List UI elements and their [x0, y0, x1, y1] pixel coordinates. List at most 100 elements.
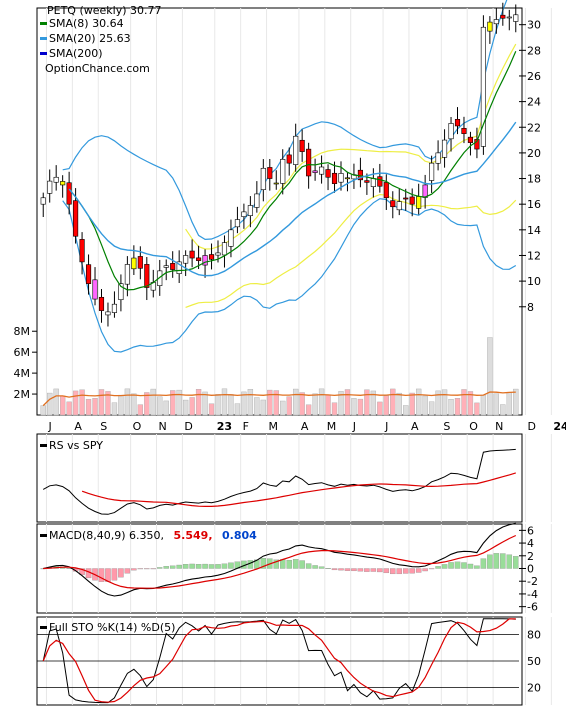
macd-histogram-bar [163, 566, 169, 569]
price-tick-label: 24 [527, 96, 541, 109]
candle-body [319, 166, 325, 175]
volume-bar [344, 389, 351, 416]
macd-histogram-bar [344, 568, 351, 571]
volume-bar [215, 394, 221, 416]
volume-bar [72, 390, 79, 416]
volume-bar [241, 391, 247, 416]
macd-histogram-bar [221, 563, 228, 569]
rs-lines [42, 448, 516, 515]
macd-histogram-bar [98, 568, 105, 582]
candle-body [506, 16, 512, 19]
volume-bar [202, 391, 208, 416]
volume-bar [111, 402, 118, 416]
volume-bar [182, 399, 189, 416]
volume-bar [428, 401, 435, 416]
candle-body [416, 196, 422, 209]
macd-histogram-bar [144, 568, 150, 570]
macd-legend-text: MACD(8,40,9) 6.350, 5.549, 0.804 [49, 529, 257, 542]
volume-bar [461, 389, 467, 416]
macd-histogram-bar [441, 564, 448, 569]
y-tick-labels: 810121416182022242628302M4M6M8M-6-4-2024… [14, 19, 542, 695]
macd-histogram-bar [279, 559, 286, 569]
volume-bar [370, 390, 377, 416]
candle-body [467, 136, 474, 143]
macd-tick-label: 0 [527, 563, 534, 576]
volume-bar [98, 389, 105, 416]
macd-histogram-bar [377, 568, 383, 573]
candle-body [196, 257, 202, 261]
macd-histogram-bar [422, 568, 428, 572]
macd-histogram-bar [480, 558, 487, 569]
macd-tick-label: 4 [527, 537, 534, 550]
volume-bar [85, 398, 92, 416]
volume-bar [170, 390, 176, 416]
macd-histogram-bar [111, 568, 118, 581]
macd-histogram-bar [202, 563, 208, 569]
macd-histogram-bar [273, 559, 280, 569]
sma8-line [68, 51, 517, 291]
macd-histogram-bar [396, 568, 402, 575]
candle-body [170, 263, 176, 270]
macd-histogram-bar [312, 565, 318, 569]
candle-body [441, 139, 448, 158]
macd-legend-swatch [40, 534, 47, 537]
legend-ticker: PETQ (weekly) 30.77 [47, 4, 162, 17]
volume-bar [377, 401, 383, 416]
macd-histogram-bar [364, 568, 370, 572]
macd-histogram-bar [454, 561, 461, 569]
volume-bar [59, 395, 66, 416]
volume-bar [435, 390, 441, 416]
x-tick-label: F [243, 420, 249, 433]
candle-body [105, 311, 111, 316]
legend-sma8: SMA(8) 30.64 [49, 17, 124, 30]
candle-body [390, 200, 396, 208]
volume-bar [293, 388, 299, 416]
macd-legend-hist: 0.804 [222, 529, 257, 542]
price-tick-label: 10 [527, 275, 541, 288]
rs-legend-text: RS vs SPY [49, 439, 103, 452]
candle-body [435, 152, 441, 164]
volume-bar [53, 388, 59, 416]
volume-bar [66, 401, 72, 416]
rs-panel-frame [36, 433, 523, 523]
macd-histogram-bar [325, 568, 331, 569]
volume-bar [118, 394, 124, 416]
price-tick-label: 12 [527, 249, 541, 262]
keltner-upper [185, 43, 517, 250]
volume-bar [403, 405, 409, 416]
macd-histogram-bar [513, 556, 519, 569]
macd-histogram-bar [79, 568, 85, 575]
volume-bar [364, 389, 370, 416]
volume-bar [137, 404, 143, 416]
macd-histogram-bar [428, 568, 435, 570]
candle-body [500, 14, 506, 19]
macd-histogram-bar [150, 568, 157, 570]
macd-histogram-bar [357, 568, 364, 572]
sto-tick-label: 50 [527, 655, 541, 668]
candle-body [325, 169, 331, 178]
volume-bar [195, 389, 202, 416]
x-tick-label: J [384, 420, 388, 433]
volume-bar [176, 389, 182, 416]
x-tick-label: O [133, 420, 142, 433]
macd-histogram-bar [435, 566, 441, 569]
macd-histogram-bar [247, 560, 254, 569]
volume-bar [383, 395, 389, 416]
macd-histogram-bar [137, 568, 144, 570]
volume-bar [500, 404, 506, 416]
x-tick-labels: JASOND23FMAMJJASOND24FMAMJJAS [47, 420, 566, 433]
macd-histogram-bar [131, 568, 137, 571]
sto-legend-swatch [40, 626, 47, 629]
x-tick-label: O [469, 420, 478, 433]
price-tick-label: 26 [527, 70, 541, 83]
rs-average [81, 472, 516, 507]
macd-histogram-bar [292, 559, 299, 569]
price-panel-frame [36, 7, 523, 416]
candle-body [370, 178, 376, 187]
legend-sma200: SMA(200) [49, 47, 103, 60]
macd-histogram-bar [228, 562, 234, 569]
price-tick-label: 14 [527, 224, 541, 237]
macd-legend-signal: 5.549, [174, 529, 213, 542]
volume-bar [312, 393, 318, 416]
macd-histogram-bar [286, 559, 292, 569]
